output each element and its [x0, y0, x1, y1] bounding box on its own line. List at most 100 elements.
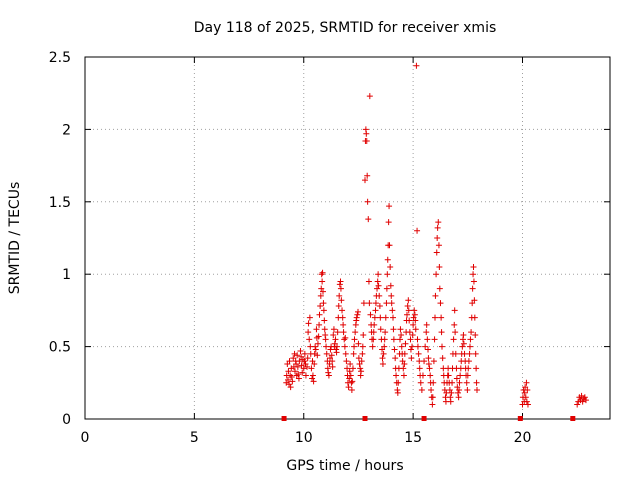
- data-point: [393, 372, 400, 379]
- data-point: [325, 369, 332, 376]
- data-point: [327, 346, 334, 353]
- data-point: [304, 363, 311, 370]
- data-point: [467, 336, 474, 343]
- data-point: [347, 372, 354, 379]
- data-point: [414, 343, 421, 350]
- data-point: [424, 336, 431, 343]
- data-point: [365, 278, 372, 285]
- data-point: [316, 321, 323, 328]
- data-point: [302, 372, 309, 379]
- data-point: [459, 343, 466, 350]
- x-tick-label: 20: [514, 430, 532, 446]
- data-point: [364, 198, 371, 205]
- data-point: [390, 336, 397, 343]
- data-point: [287, 384, 294, 391]
- data-point: [468, 329, 475, 336]
- data-point: [346, 368, 353, 375]
- chart-title: Day 118 of 2025, SRMTID for receiver xmi…: [194, 20, 497, 36]
- data-point: [295, 371, 302, 378]
- data-point: [375, 271, 382, 278]
- data-point: [323, 343, 330, 350]
- data-point: [465, 358, 472, 365]
- data-point: [398, 343, 405, 350]
- data-point: [463, 379, 470, 386]
- data-point: [305, 320, 312, 327]
- axis-marker: [281, 416, 287, 421]
- data-point: [383, 285, 390, 292]
- data-point: [428, 387, 435, 394]
- y-tick-label: 0.5: [49, 340, 71, 356]
- data-point: [436, 263, 443, 270]
- data-point: [408, 355, 415, 362]
- data-point: [425, 360, 432, 367]
- data-point: [579, 398, 586, 405]
- axis-marker: [517, 416, 523, 421]
- data-point: [320, 288, 326, 295]
- data-point: [333, 349, 340, 356]
- x-axis-label: GPS time / hours: [286, 458, 403, 474]
- data-point: [351, 343, 358, 350]
- data-point: [329, 358, 336, 365]
- data-point: [300, 365, 307, 372]
- data-point: [311, 350, 318, 357]
- data-point: [435, 219, 442, 226]
- data-point: [342, 334, 349, 341]
- data-point: [401, 360, 408, 367]
- data-point: [358, 358, 365, 365]
- data-point: [377, 314, 384, 321]
- x-tick-label: 10: [295, 430, 313, 446]
- data-point: [465, 365, 472, 372]
- data-point: [407, 336, 414, 343]
- data-point: [314, 340, 321, 347]
- data-point: [295, 375, 302, 382]
- data-point: [308, 365, 315, 372]
- data-point: [285, 376, 291, 383]
- data-point: [435, 242, 442, 249]
- data-point: [334, 343, 340, 350]
- data-point: [405, 297, 412, 304]
- data-point: [416, 365, 423, 372]
- data-point: [306, 336, 313, 343]
- data-point: [366, 300, 373, 307]
- data-point: [445, 372, 452, 379]
- data-point: [353, 314, 360, 321]
- y-tick-label: 2.5: [49, 50, 71, 66]
- data-point: [285, 368, 292, 375]
- y-axis-label: SRMTID / TECUs: [7, 182, 23, 295]
- data-point: [472, 332, 479, 339]
- data-point: [305, 329, 312, 336]
- data-point: [469, 285, 476, 292]
- data-point: [582, 397, 589, 404]
- data-point: [359, 343, 366, 350]
- data-point: [418, 387, 425, 394]
- data-point: [404, 303, 411, 310]
- data-point: [381, 336, 388, 343]
- data-point: [363, 130, 370, 137]
- data-point: [423, 321, 430, 328]
- data-point: [374, 285, 381, 292]
- data-point: [438, 314, 445, 321]
- data-point: [409, 332, 416, 339]
- data-point: [375, 282, 382, 289]
- data-point: [429, 401, 436, 408]
- data-point: [366, 93, 373, 100]
- data-point: [326, 360, 333, 367]
- data-point: [311, 360, 318, 367]
- data-point: [438, 329, 445, 336]
- data-point: [338, 297, 345, 304]
- data-point: [337, 285, 344, 292]
- data-point: [321, 317, 328, 324]
- data-point: [309, 375, 316, 382]
- data-point: [422, 343, 429, 350]
- data-point: [407, 346, 414, 353]
- data-point: [344, 365, 351, 372]
- data-point: [330, 326, 337, 333]
- data-point: [309, 372, 316, 379]
- data-point: [452, 329, 459, 336]
- x-tick-label: 15: [404, 430, 422, 446]
- data-point: [372, 307, 379, 314]
- data-point: [384, 256, 391, 263]
- data-point: [289, 378, 296, 385]
- data-point: [430, 358, 437, 365]
